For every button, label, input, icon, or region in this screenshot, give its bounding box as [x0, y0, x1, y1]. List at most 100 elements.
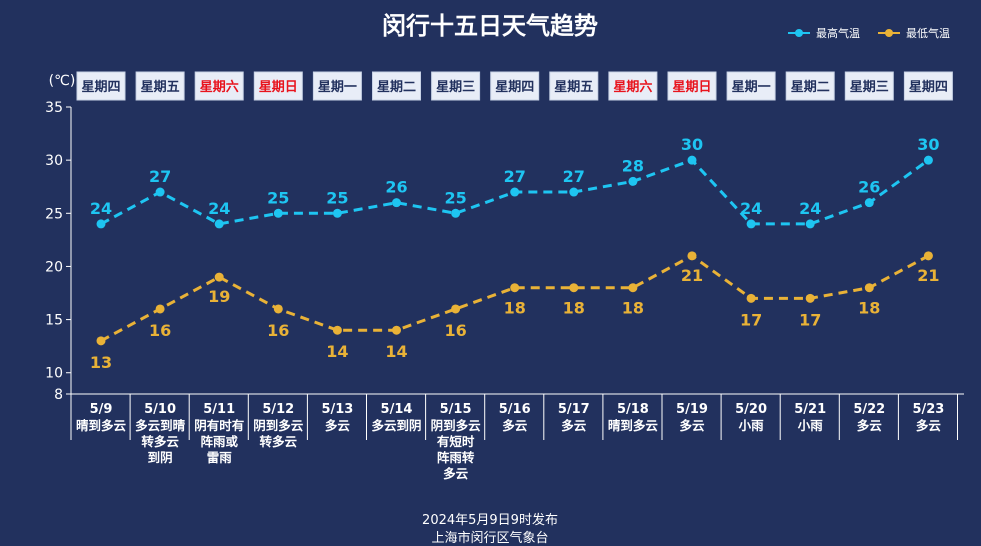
- data-label-low: 14: [326, 342, 348, 361]
- date-label: 5/10: [144, 402, 176, 417]
- weekday-box: 星期四: [76, 71, 126, 101]
- y-tick-label: 25: [45, 206, 63, 222]
- point-high: [510, 187, 520, 197]
- weekday-box: 星期一: [726, 71, 776, 101]
- legend-item-low[interactable]: 最低气温: [878, 26, 950, 40]
- data-label-low: 18: [858, 299, 880, 318]
- date-label: 5/15: [440, 402, 472, 417]
- weather-text: 多云: [857, 418, 883, 433]
- weekday-box-bg: [76, 71, 126, 101]
- data-label-low: 16: [149, 321, 171, 340]
- data-label-high: 27: [149, 167, 171, 186]
- series-points: [96, 155, 933, 346]
- date-label: 5/19: [676, 402, 708, 417]
- data-label-low: 21: [917, 266, 939, 285]
- point-high: [155, 187, 165, 197]
- weekday-label: 星期四: [81, 80, 120, 95]
- weekday-box: 星期一: [312, 71, 362, 101]
- date-label: 5/12: [262, 402, 294, 417]
- data-label-low: 16: [267, 321, 289, 340]
- weather-text: 多云: [679, 418, 705, 433]
- weekday-label: 星期一: [318, 80, 357, 95]
- point-high: [332, 208, 342, 218]
- data-label-low: 21: [681, 266, 703, 285]
- legend-low-marker: [885, 29, 893, 37]
- data-label-high: 27: [563, 167, 585, 186]
- weekday-box-bg: [667, 71, 717, 101]
- weather-text: 多云: [561, 418, 587, 433]
- data-label-high: 28: [622, 156, 644, 175]
- weekday-box-bg: [490, 71, 540, 101]
- data-label-high: 24: [799, 199, 821, 218]
- footer-publish-time: 2024年5月9日9时发布: [422, 512, 558, 528]
- weekday-box: 星期六: [608, 71, 658, 101]
- legend-high-label: 最高气温: [816, 26, 860, 40]
- point-high: [451, 208, 461, 218]
- data-label-high: 24: [208, 199, 230, 218]
- date-label: 5/14: [381, 402, 413, 417]
- date-label: 5/16: [499, 402, 531, 417]
- weekday-row: 星期四 星期五 星期六 星期日 星期一 星期二 星期三 星期四 星期五 星期六 星期日 星期一 星期二 星…: [76, 71, 953, 101]
- point-low: [864, 283, 874, 293]
- date-label: 5/9: [90, 402, 113, 417]
- data-label-low: 19: [208, 287, 230, 306]
- weather-text: 多云: [502, 418, 528, 433]
- date-label: 5/22: [853, 402, 885, 417]
- data-label-low: 17: [740, 310, 762, 329]
- weather-text: 阵雨或: [200, 434, 238, 449]
- legend: 最高气温 最低气温: [788, 26, 950, 40]
- weekday-box-bg: [372, 71, 421, 101]
- weekday-box: 星期四: [490, 71, 540, 101]
- chart-title: 闵行十五日天气趋势: [382, 12, 598, 40]
- weekday-box-bg: [785, 71, 835, 101]
- point-low: [687, 251, 697, 261]
- weekday-box-bg: [608, 71, 658, 101]
- weekday-label: 星期二: [791, 80, 830, 95]
- point-low: [746, 293, 756, 303]
- weather-text: 到阴: [148, 450, 173, 465]
- date-label: 5/21: [794, 402, 826, 417]
- weekday-label: 星期二: [377, 80, 416, 95]
- weekday-box-bg: [312, 71, 362, 101]
- point-low: [392, 325, 401, 335]
- weekday-box: 星期日: [667, 71, 717, 101]
- weekday-box: 星期二: [372, 71, 421, 101]
- legend-high-marker: [795, 29, 803, 37]
- data-label-high: 24: [90, 199, 112, 218]
- point-low: [214, 272, 224, 282]
- weekday-box: 星期三: [431, 71, 481, 101]
- data-label-low: 16: [444, 321, 466, 340]
- weather-text: 阴有时有: [194, 418, 244, 433]
- weekday-box-bg: [135, 71, 185, 101]
- weather-text: 阴到多云: [431, 418, 482, 433]
- weekday-label: 星期一: [732, 80, 771, 95]
- weather-text: 多云: [916, 418, 942, 433]
- weekday-box-bg: [903, 71, 953, 101]
- date-label: 5/13: [321, 402, 353, 417]
- weather-text: 小雨: [738, 418, 765, 433]
- data-label-high: 25: [267, 188, 289, 207]
- weekday-box-bg: [726, 71, 776, 101]
- unit-label: (℃): [49, 73, 76, 89]
- date-label: 5/17: [558, 402, 590, 417]
- weekday-box: 星期五: [135, 71, 185, 101]
- weather-text: 转多云: [260, 434, 298, 449]
- weekday-label: 星期三: [436, 80, 475, 95]
- weather-text: 雷雨: [207, 450, 233, 465]
- weekday-box-bg: [844, 71, 894, 101]
- point-low: [96, 336, 106, 346]
- weekday-box: 星期三: [844, 71, 894, 101]
- y-axis: 8 10 15 20 25 30 35: [45, 100, 72, 403]
- data-label-low: 18: [504, 299, 526, 318]
- weather-text: 阴到多云: [253, 418, 304, 433]
- weekday-label: 星期四: [909, 80, 948, 95]
- y-tick-label: 15: [45, 313, 63, 329]
- point-low: [332, 325, 342, 335]
- point-low: [155, 304, 165, 314]
- point-low: [628, 283, 638, 293]
- point-high: [273, 208, 283, 218]
- data-label-low: 13: [90, 353, 112, 372]
- weekday-box-bg: [253, 71, 303, 101]
- legend-item-high[interactable]: 最高气温: [788, 26, 860, 40]
